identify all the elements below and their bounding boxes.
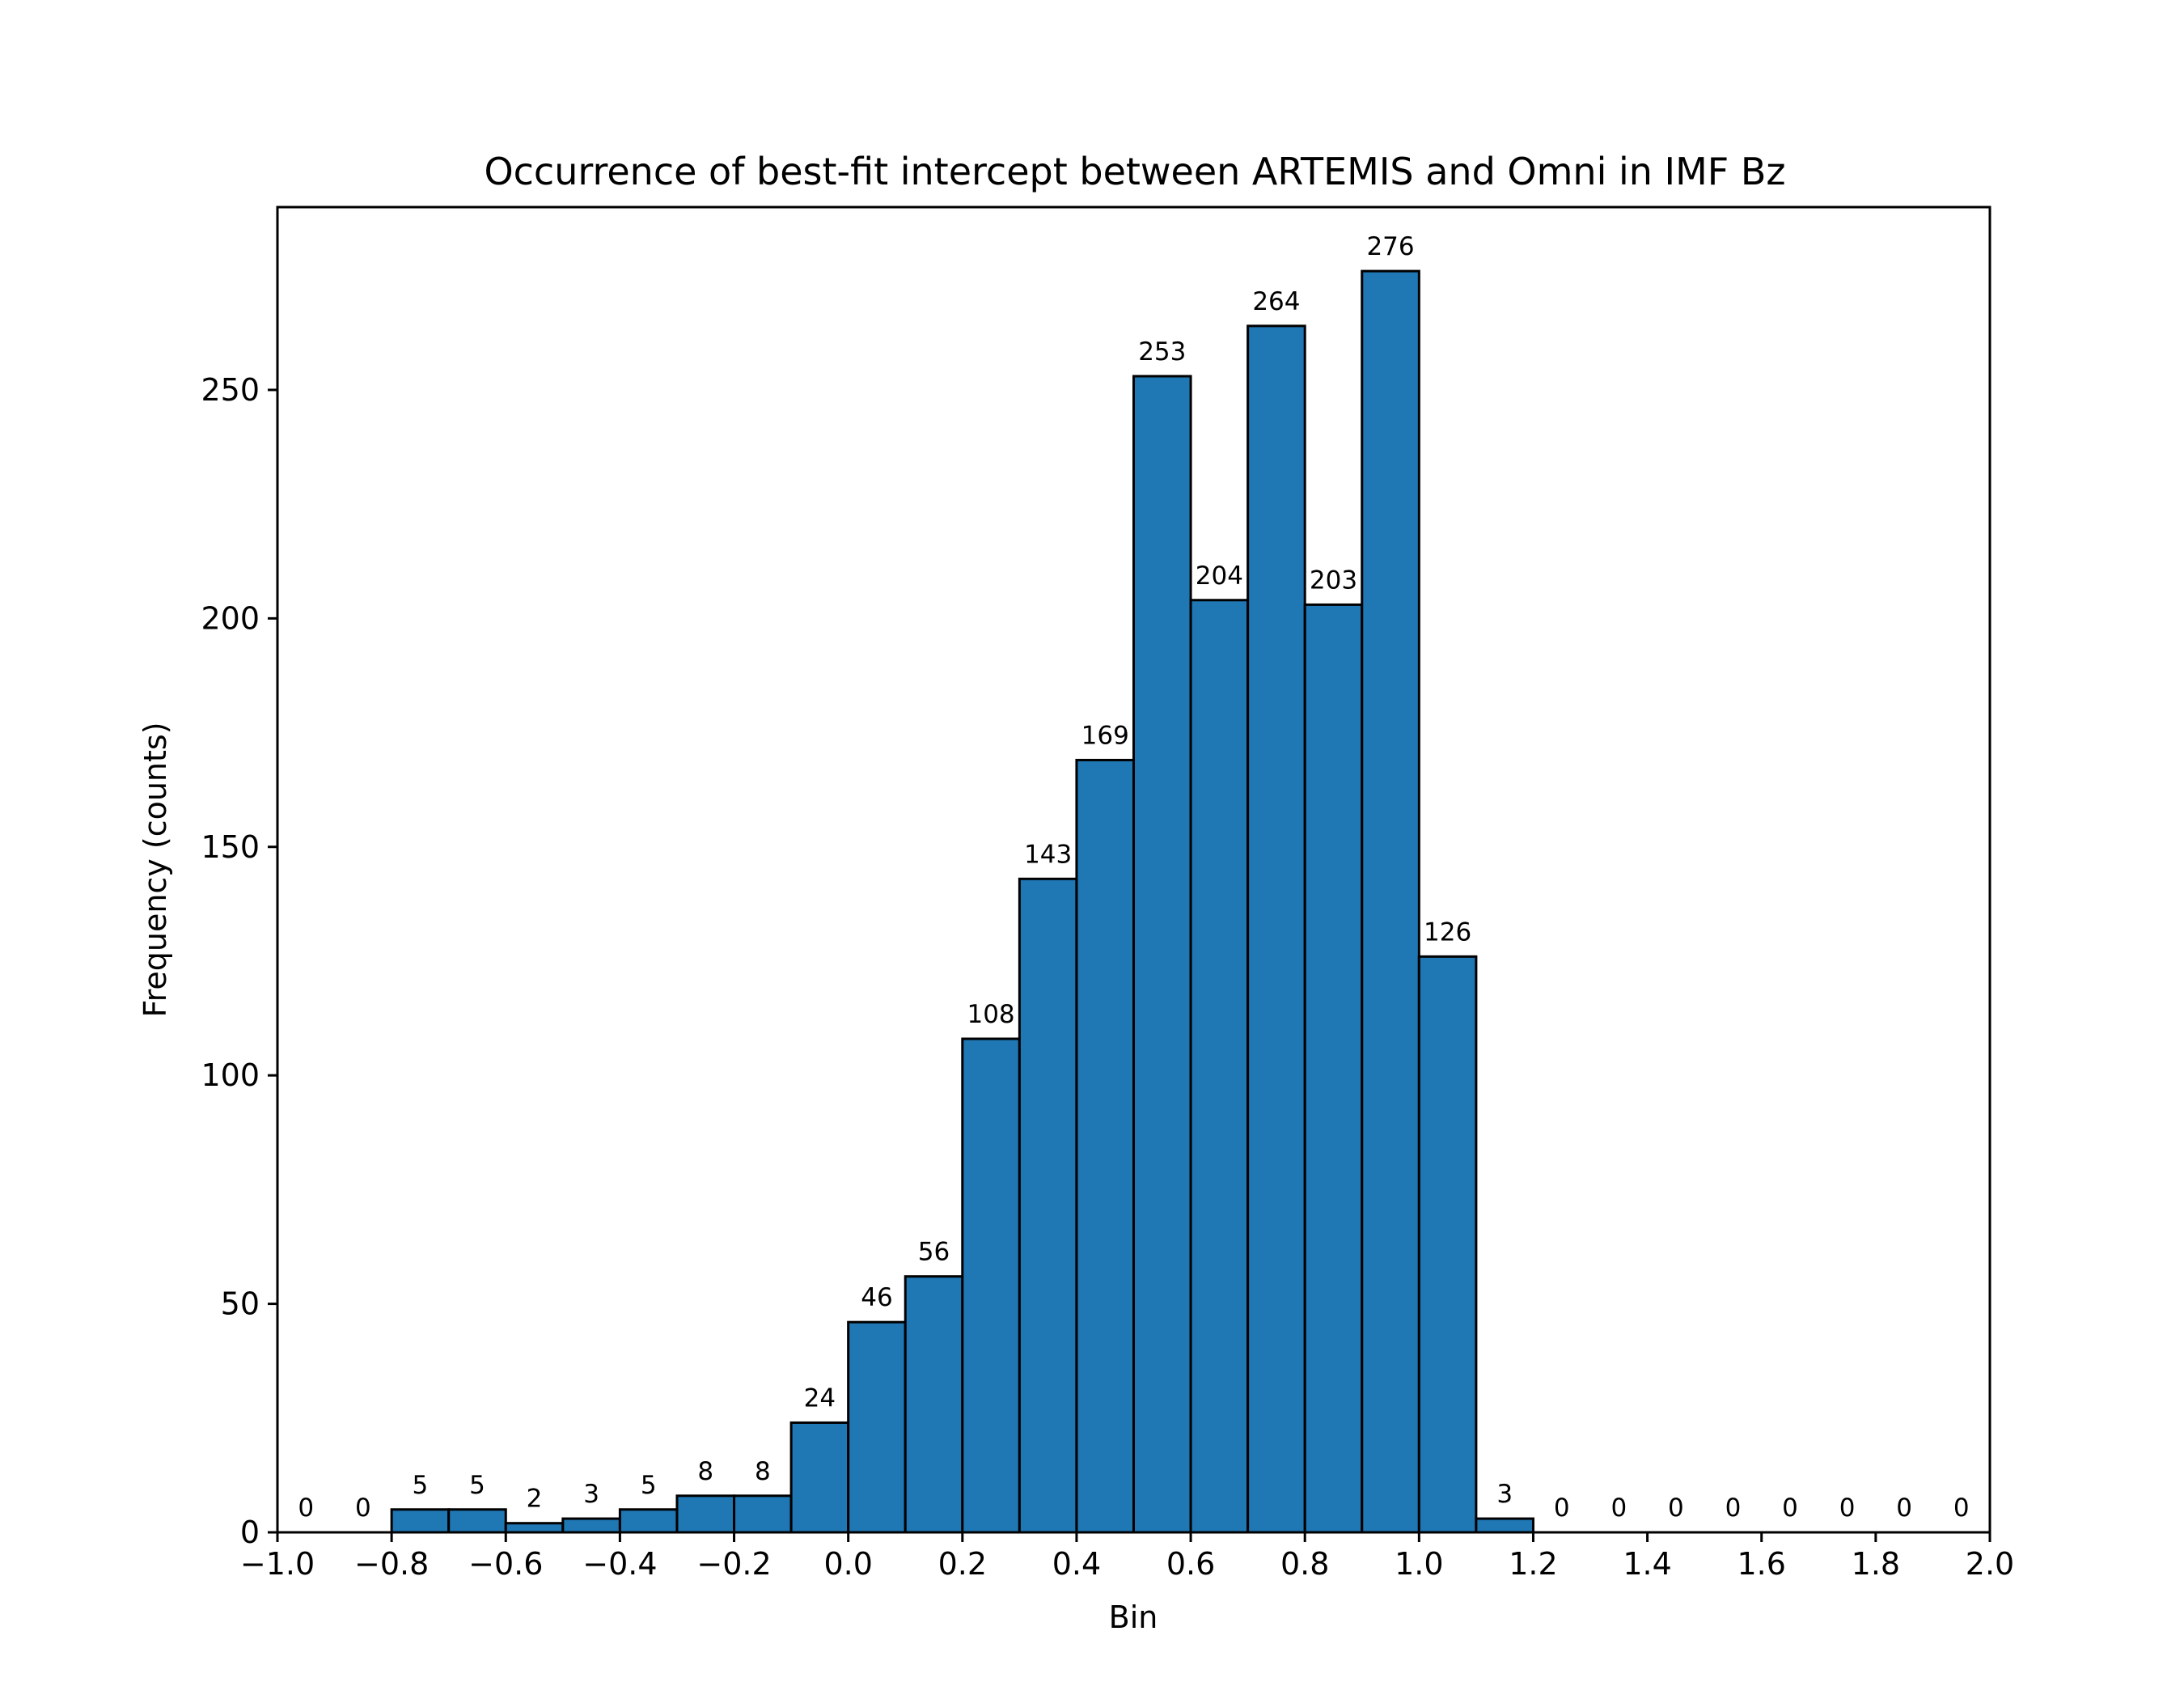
x-tick-label: 0.0 [823, 1546, 872, 1582]
y-tick-label: 150 [201, 829, 260, 865]
y-tick-label: 100 [201, 1057, 260, 1093]
histogram-bar [1361, 269, 1420, 1534]
bar-labels-group: 0 0 5 5 2 3 5 8 8 24 46 56 108 143 169 253 204 264 203 276 1… [298, 232, 1969, 1523]
x-tick-label: 1.8 [1852, 1546, 1900, 1582]
histogram-bar [904, 1275, 964, 1534]
histogram-bar [390, 1508, 451, 1534]
bar-value-label: 0 [298, 1494, 314, 1523]
x-tick-label: 0.4 [1052, 1546, 1101, 1582]
bar-value-label: 143 [1024, 840, 1072, 869]
y-tick-label: 250 [201, 372, 260, 408]
bar-value-label: 0 [1668, 1494, 1684, 1523]
histogram-bar [1303, 603, 1364, 1534]
bar-value-label: 108 [967, 1000, 1014, 1029]
x-tick-label: 1.0 [1395, 1546, 1443, 1582]
histogram-bar [1132, 375, 1192, 1534]
plot-frame [276, 205, 1991, 1534]
histogram-bar [447, 1508, 507, 1534]
histogram-bar [1475, 1517, 1534, 1534]
bar-value-label: 8 [697, 1457, 713, 1486]
histogram-bar [1189, 599, 1250, 1534]
x-axis-ticks: −1.0 −0.8 −0.6 −0.4 −0.2 0.0 0.2 0.4 0.6 0.8 1.0 1.… [240, 1532, 2014, 1582]
bar-value-label: 56 [918, 1238, 950, 1267]
bar-value-label: 0 [355, 1494, 371, 1523]
histogram-bar [561, 1517, 621, 1534]
histogram-bar [1417, 955, 1478, 1534]
bar-value-label: 0 [1839, 1494, 1856, 1523]
bar-value-label: 0 [1554, 1494, 1570, 1523]
bar-value-label: 0 [1610, 1494, 1627, 1523]
bar-value-label: 204 [1196, 561, 1243, 591]
x-tick-label: −1.0 [240, 1546, 315, 1582]
bar-value-label: 46 [861, 1283, 892, 1312]
histogram-bar [733, 1494, 793, 1534]
bar-value-label: 8 [755, 1457, 771, 1486]
histogram-bar [961, 1037, 1021, 1534]
x-tick-label: −0.2 [696, 1546, 771, 1582]
bar-value-label: 264 [1252, 287, 1300, 316]
bar-value-label: 3 [1496, 1480, 1513, 1509]
bar-value-label: 0 [1782, 1494, 1798, 1523]
x-tick-label: 1.6 [1737, 1546, 1786, 1582]
y-axis-ticks: 0 50 100 150 200 250 [201, 372, 277, 1550]
y-tick-label: 0 [240, 1515, 260, 1550]
x-tick-label: −0.6 [468, 1546, 543, 1582]
bar-value-label: 0 [1725, 1494, 1742, 1523]
bar-value-label: 253 [1138, 337, 1186, 366]
histogram-bar [847, 1320, 907, 1534]
histogram-bar [1075, 758, 1136, 1534]
y-tick-label: 200 [201, 600, 260, 636]
bars-group [390, 269, 1534, 1534]
y-tick-label: 50 [221, 1286, 260, 1322]
x-tick-label: 0.6 [1166, 1546, 1215, 1582]
bar-value-label: 5 [413, 1471, 429, 1500]
x-tick-label: 0.8 [1280, 1546, 1329, 1582]
histogram-bar [618, 1508, 679, 1534]
bar-value-label: 126 [1424, 917, 1471, 947]
bar-value-label: 276 [1366, 232, 1414, 261]
bar-value-label: 3 [583, 1480, 599, 1509]
histogram-bar [1246, 324, 1306, 1534]
histogram-bar [504, 1522, 565, 1534]
bar-value-label: 2 [527, 1485, 543, 1514]
bar-value-label: 169 [1081, 721, 1129, 750]
histogram-bar [675, 1494, 736, 1534]
bar-value-label: 5 [641, 1471, 657, 1500]
x-axis-label: Bin [1109, 1599, 1158, 1635]
x-tick-label: 1.4 [1623, 1546, 1671, 1582]
x-tick-label: −0.4 [582, 1546, 657, 1582]
chart-title: Occurrence of best-fit intercept between… [484, 150, 1785, 193]
bar-value-label: 0 [1896, 1494, 1912, 1523]
histogram-bar [1018, 877, 1078, 1534]
y-axis-label: Frequency (counts) [138, 722, 173, 1017]
histogram-bar [789, 1421, 850, 1534]
x-tick-label: 1.2 [1509, 1546, 1557, 1582]
bar-value-label: 203 [1310, 566, 1357, 595]
x-tick-label: 2.0 [1966, 1546, 2014, 1582]
x-tick-label: 0.2 [938, 1546, 987, 1582]
x-tick-label: −0.8 [354, 1546, 429, 1582]
bar-value-label: 24 [804, 1383, 836, 1413]
bar-value-label: 5 [469, 1471, 485, 1500]
bar-value-label: 0 [1953, 1494, 1970, 1523]
